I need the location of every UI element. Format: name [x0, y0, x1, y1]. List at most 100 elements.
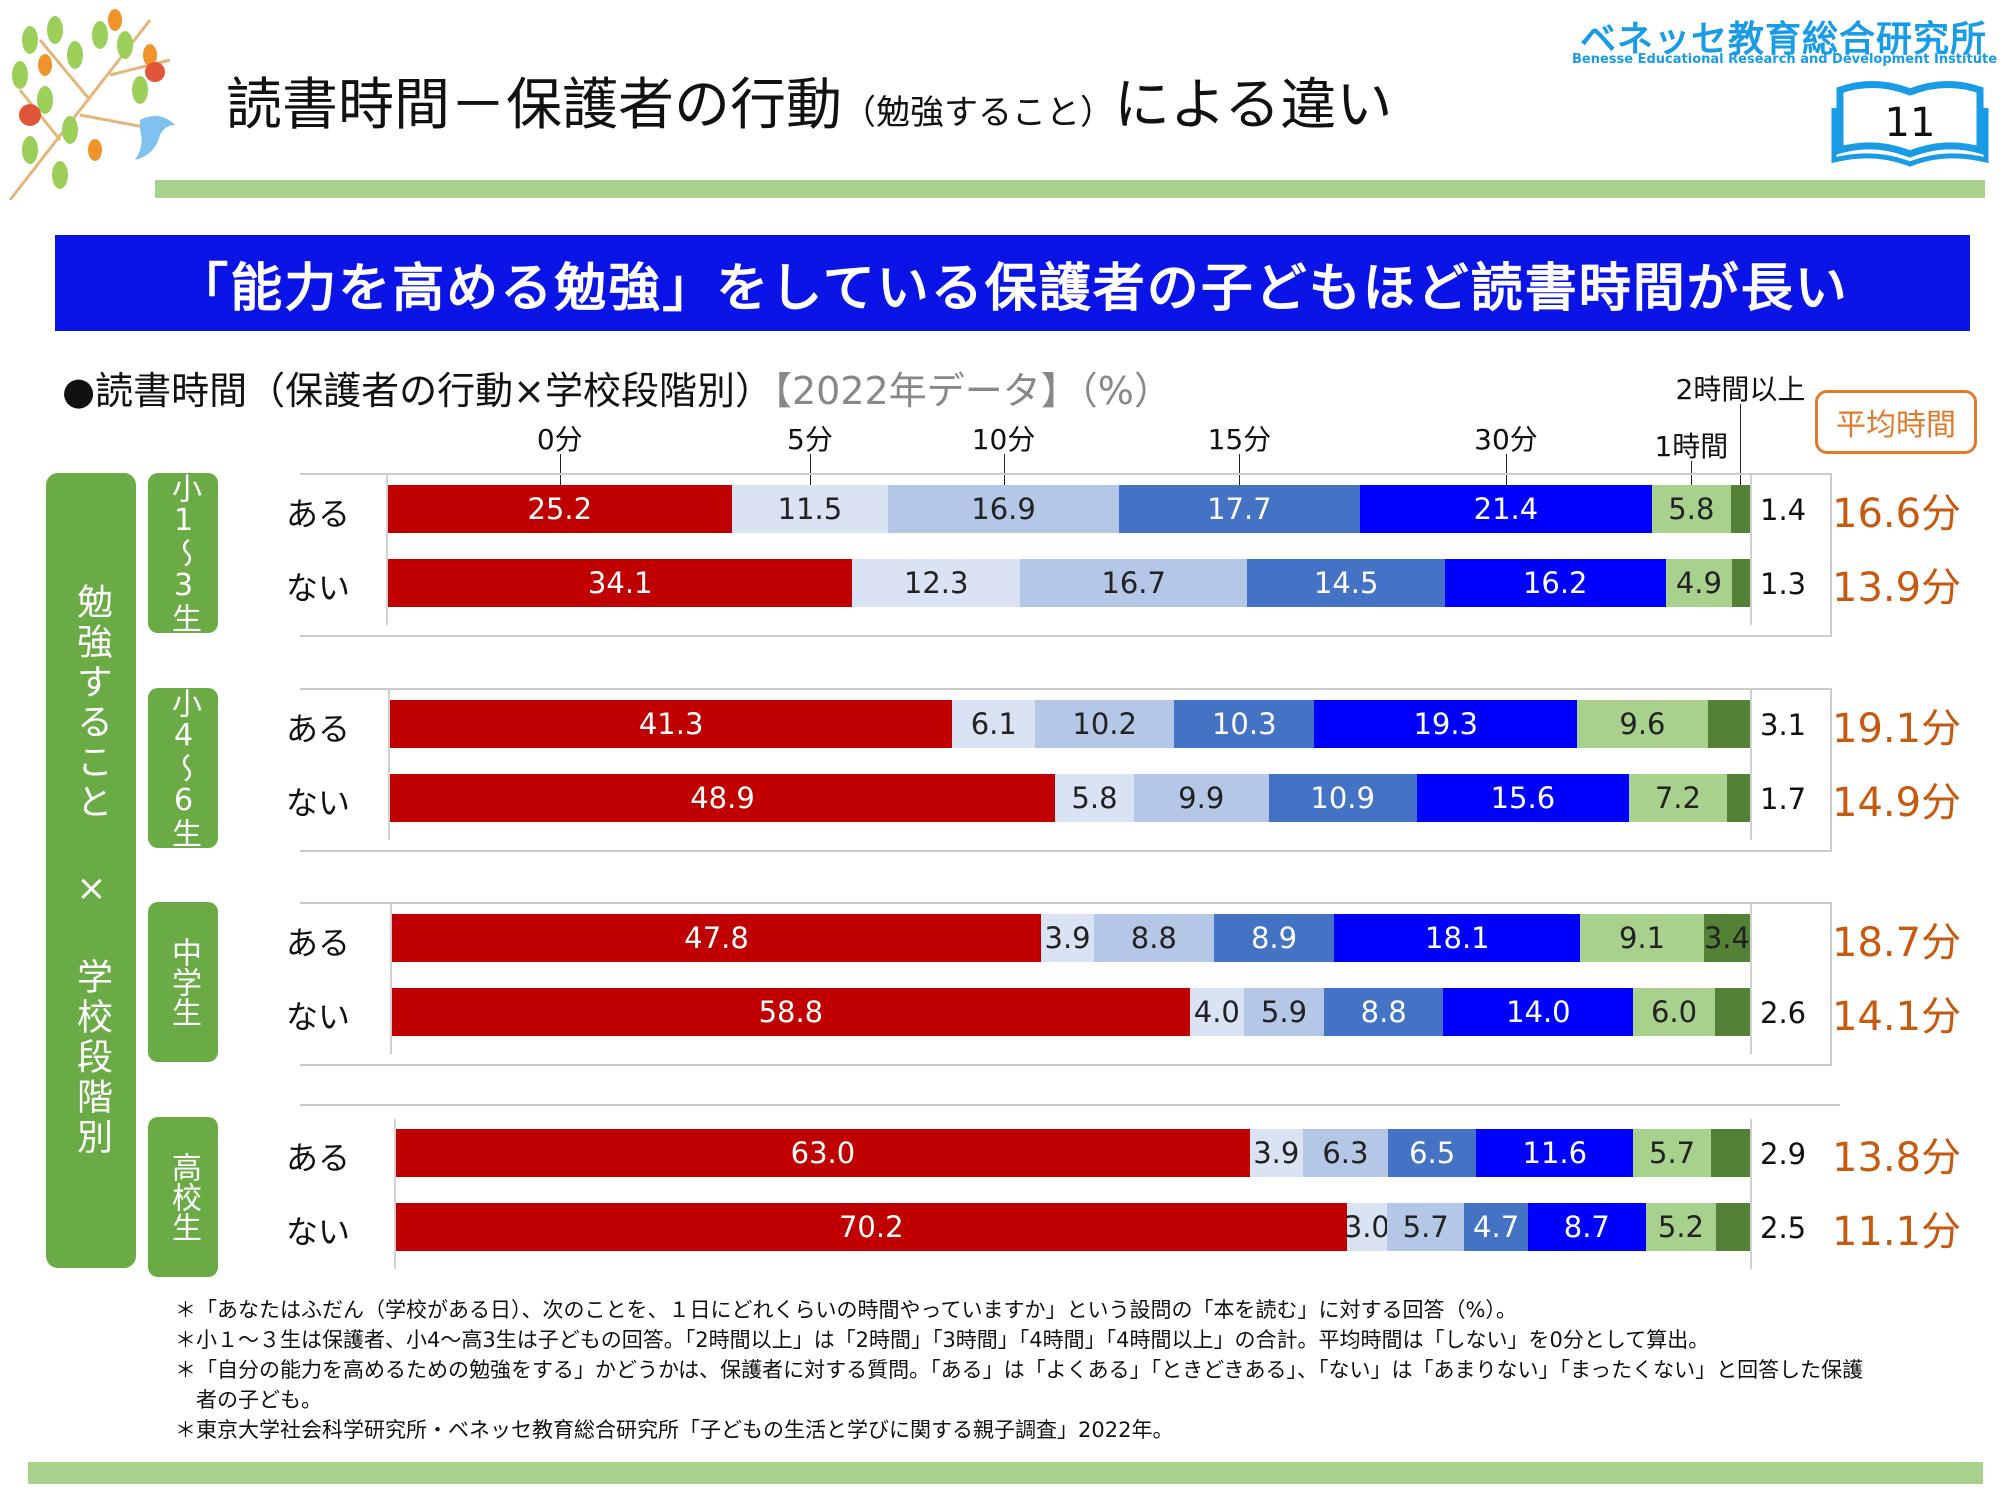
bar-segment: 10.2 — [1035, 700, 1175, 748]
group-frame — [300, 1104, 1840, 1266]
bar-segment: 8.9 — [1213, 914, 1335, 962]
book-page-number-icon: 11 — [1831, 80, 1989, 167]
bar-segment — [1726, 774, 1750, 822]
bar-segment: 25.2 — [388, 485, 732, 533]
data-label: 25.2 — [527, 492, 593, 526]
data-label: 6.1 — [970, 707, 1017, 741]
bar-segment: 7.2 — [1628, 774, 1727, 822]
footnotes: ＊「あなたはふだん（学校がある日）、次のことを、１日にどれくらいの時間やっていま… — [175, 1295, 1863, 1445]
bar-segment: 70.2 — [396, 1203, 1347, 1251]
bar-segment: 6.3 — [1302, 1129, 1389, 1177]
axis-endline — [1750, 475, 1752, 625]
bar-segment: 4.0 — [1189, 988, 1244, 1036]
data-label: 5.7 — [1402, 1210, 1449, 1244]
row-label: ない — [285, 784, 350, 822]
group-label-1: 小4～6生 — [148, 688, 218, 848]
footnote: ＊「自分の能力を高めるための勉強をする」かどうかは、保護者に対する質問。「ある」… — [175, 1358, 1864, 1382]
data-label: 14.5 — [1313, 566, 1379, 600]
group-frame — [300, 473, 1832, 637]
bar-segment — [1714, 988, 1750, 1036]
data-label: 16.9 — [971, 492, 1036, 526]
data-label: 8.8 — [1360, 995, 1407, 1029]
bar-segment: 3.9 — [1249, 1129, 1303, 1177]
data-label: 2.6 — [1760, 996, 1807, 1030]
data-label: 15.6 — [1490, 781, 1556, 815]
data-label: 10.2 — [1072, 707, 1137, 741]
data-label: 3.0 — [1343, 1210, 1390, 1244]
bar-segment — [1716, 1203, 1750, 1251]
data-label: 3.9 — [1044, 921, 1091, 955]
legend-leader-line — [809, 454, 811, 485]
bar-segment: 3.9 — [1041, 914, 1095, 962]
header-divider — [155, 180, 1985, 198]
axis-baseline — [388, 690, 390, 840]
row-label: ない — [285, 998, 350, 1036]
bar-segment — [1730, 485, 1750, 533]
data-label: 8.9 — [1250, 921, 1298, 955]
data-label: 5.7 — [1649, 1136, 1696, 1170]
data-label: 8.8 — [1130, 921, 1177, 955]
axis-baseline — [394, 1119, 396, 1269]
chart-subtitle: ●読書時間（保護者の行動×学校段階別）【2022年データ】（%） — [62, 360, 1172, 415]
bar-segment: 18.1 — [1334, 914, 1581, 962]
benesse-logo: ベネッセ教育総合研究所 — [1580, 19, 1988, 60]
subtitle-main: ●読書時間（保護者の行動×学校段階別） — [62, 369, 773, 413]
average-time-header: 平均時間 — [1815, 390, 1977, 454]
data-label: 63.0 — [790, 1136, 856, 1170]
average-time-value: 13.8分 — [1832, 1135, 1962, 1181]
group-label-2: 中学生 — [148, 902, 218, 1062]
data-label: 11.5 — [777, 492, 843, 526]
data-label: 18.1 — [1425, 921, 1490, 955]
bar-segment: 10.3 — [1174, 700, 1315, 748]
data-label: 2.5 — [1760, 1211, 1807, 1245]
data-label: 1.3 — [1760, 567, 1807, 601]
axis-baseline — [390, 904, 392, 1054]
bar-segment: 5.7 — [1633, 1129, 1711, 1177]
data-label: 4.7 — [1473, 1210, 1520, 1244]
bar-segment: 15.6 — [1416, 774, 1629, 822]
legend-leader-line — [1003, 454, 1005, 485]
bar-segment: 10.9 — [1268, 774, 1417, 822]
data-label: 9.6 — [1619, 707, 1666, 741]
data-label: 47.8 — [684, 921, 749, 955]
row-label: ある — [285, 924, 350, 962]
data-label: 6.3 — [1322, 1136, 1369, 1170]
bar-segment: 63.0 — [396, 1129, 1250, 1177]
legend-leader-line — [1505, 454, 1507, 485]
data-label: 34.1 — [587, 566, 653, 600]
page-number: 11 — [1885, 100, 1936, 146]
average-time-value: 19.1分 — [1832, 706, 1962, 752]
average-time-value: 11.1分 — [1832, 1209, 1962, 1255]
bar-segment: 47.8 — [392, 914, 1042, 962]
page-title: 読書時間－保護者の行動（勉強すること）による違い — [226, 60, 1392, 141]
row-label: ない — [285, 569, 350, 607]
data-label: 10.9 — [1310, 781, 1375, 815]
group-frame — [300, 902, 1832, 1066]
bar-segment: 16.7 — [1019, 559, 1248, 607]
bar-segment: 41.3 — [390, 700, 953, 748]
tree-illustration-icon — [8, 9, 175, 200]
legend-label: 2時間以上 — [1675, 373, 1806, 406]
bar-segment: 14.0 — [1443, 988, 1634, 1036]
bar-segment: 6.1 — [952, 700, 1036, 748]
headline-banner: 「能力を高める勉強」をしている保護者の子どもほど読書時間が長い — [55, 235, 1970, 331]
bar-segment: 58.8 — [392, 988, 1190, 1036]
group-frame — [300, 688, 1832, 852]
data-label: 48.9 — [690, 781, 755, 815]
data-label: 10.3 — [1211, 707, 1277, 741]
data-label: 4.0 — [1193, 995, 1240, 1029]
data-label: 70.2 — [838, 1210, 904, 1244]
bar-segment: 34.1 — [388, 559, 853, 607]
title-main: 読書時間－保護者の行動 — [226, 73, 842, 138]
data-label: 41.3 — [638, 707, 704, 741]
data-label: 14.0 — [1506, 995, 1571, 1029]
data-label: 21.4 — [1473, 492, 1539, 526]
legend-label: 10分 — [971, 423, 1036, 456]
bar-segment: 3.0 — [1343, 1203, 1390, 1251]
data-label: 5.8 — [1668, 492, 1715, 526]
axis-baseline — [386, 475, 388, 625]
bar-segment: 9.6 — [1577, 700, 1708, 748]
row-label: ない — [285, 1213, 350, 1251]
average-time-value: 14.9分 — [1832, 780, 1962, 826]
